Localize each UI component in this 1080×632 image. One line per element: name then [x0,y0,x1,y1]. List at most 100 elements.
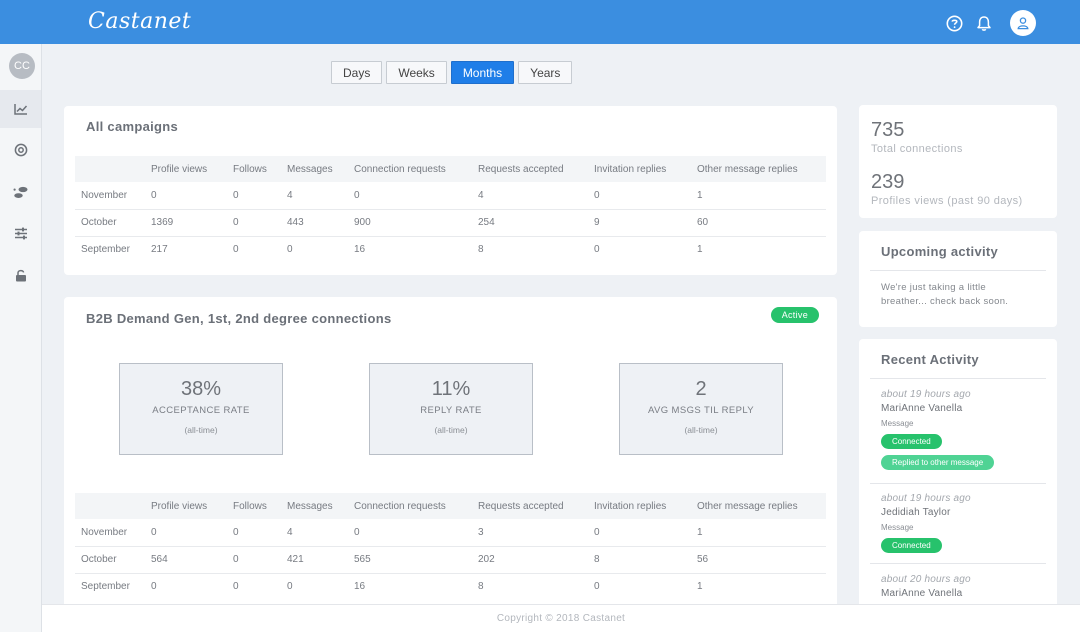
time-range-selector: Days Weeks Months Years [331,61,573,84]
table-cell: 8 [478,244,484,256]
sidebar-item-settings[interactable] [0,214,41,252]
activity-time: about 19 hours ago [881,389,971,400]
column-header: Connection requests [348,156,472,182]
table-cell: 1 [697,244,703,256]
column-header: Follows [227,493,281,519]
table-row: October 564 0 421 565 202 8 56 [75,546,826,574]
footer: Copyright © 2018 Castanet [42,604,1080,632]
activity-type: Message [881,419,914,428]
sidebar-item-security[interactable] [0,256,41,294]
activity-name[interactable]: Jedidiah Taylor [881,507,951,518]
table-cell: 4 [281,519,348,547]
table-cell: 0 [588,519,691,547]
bell-icon[interactable] [974,12,994,34]
table-cell: 0 [227,209,281,237]
range-years-button[interactable]: Years [518,61,573,84]
column-header [75,493,145,519]
divider [870,270,1046,271]
profile-views-value: 239 [871,171,905,193]
connected-pill: Connected [881,434,942,449]
column-header: Follows [227,156,281,182]
chart-icon [13,104,27,115]
activity-item: about 20 hours ago MariAnne Vanella [881,574,971,599]
campaign-card: B2B Demand Gen, 1st, 2nd degree connecti… [64,297,837,604]
table-cell: 0 [233,244,239,256]
table-cell: 1 [691,519,826,547]
table-row: November 0 0 4 0 4 0 1 [75,182,826,210]
activity-name[interactable]: MariAnne Vanella [881,403,963,414]
column-header: Other message replies [691,156,826,182]
user-avatar[interactable] [1010,10,1036,36]
total-connections-value: 735 [871,119,905,141]
table-row: September 0 0 0 16 8 0 1 [75,573,826,600]
month-cell: September [81,581,130,593]
account-avatar[interactable]: CC [9,53,35,79]
metric-label: AVG MSGS TIL REPLY [647,405,755,416]
replied-pill: Replied to other message [881,455,995,470]
activity-item: about 19 hours ago MariAnne Vanella Mess… [881,389,995,470]
help-icon[interactable] [944,12,964,34]
column-header: Messages [281,493,348,519]
column-header: Invitation replies [588,156,691,182]
table-cell: 0 [348,182,472,210]
target-icon [14,143,27,157]
table-cell: 0 [594,581,600,593]
metric-sublabel: (all-time) [434,425,468,435]
total-connections-label: Total connections [871,143,963,155]
table-cell: 0 [348,519,472,547]
status-badge: Active [770,307,819,323]
table-header-row: Profile views Follows Messages Connectio… [75,493,826,519]
column-header: Messages [281,156,348,182]
upcoming-message: We're just taking a little breather... c… [881,282,1009,307]
metric-value: 38% [180,378,222,400]
activity-time: about 19 hours ago [881,493,971,504]
table-cell: 0 [227,546,281,574]
table-cell: 9 [588,209,691,237]
metric-sublabel: (all-time) [684,425,718,435]
metric-value: 11% [431,378,471,400]
footprints-icon [13,186,27,198]
all-campaigns-table: Profile views Follows Messages Connectio… [75,156,826,263]
column-header: Invitation replies [588,493,691,519]
table-cell: 443 [281,209,348,237]
sliders-icon [14,227,27,239]
table-cell: 217 [151,244,168,256]
sidebar-item-analytics[interactable] [0,90,41,128]
sidebar: CC [0,44,42,632]
range-months-button[interactable]: Months [450,61,515,84]
metric-reply-rate: 11% REPLY RATE (all-time) [369,363,533,455]
lock-icon [15,269,26,281]
divider [870,378,1046,379]
upcoming-title: Upcoming activity [881,244,999,259]
table-cell: 1369 [145,209,227,237]
table-cell: 202 [472,546,588,574]
activity-type: Message [881,523,914,532]
table-cell: 8 [478,581,484,593]
top-icons [944,10,1036,36]
sidebar-item-activity[interactable] [0,173,41,211]
table-row: September 217 0 0 16 8 0 1 [75,236,826,263]
table-cell: 0 [287,581,293,593]
app-logo[interactable]: Castanet [88,9,192,34]
recent-activity-card: Recent Activity about 19 hours ago MariA… [859,339,1057,604]
table-cell: 0 [287,244,293,256]
table-cell: 16 [354,581,366,593]
table-cell: 254 [472,209,588,237]
top-bar: Castanet [0,0,1080,44]
table-row: November 0 0 4 0 3 0 1 [75,519,826,547]
activity-name[interactable]: MariAnne Vanella [881,588,963,599]
column-header: Profile views [145,493,227,519]
column-header: Connection requests [348,493,472,519]
table-cell: 4 [472,182,588,210]
campaign-title[interactable]: B2B Demand Gen, 1st, 2nd degree connecti… [86,311,392,326]
table-cell: 0 [151,581,157,593]
table-cell: 3 [472,519,588,547]
table-row: October 1369 0 443 900 254 9 60 [75,209,826,237]
month-cell: October [75,209,145,237]
range-days-button[interactable]: Days [331,61,383,84]
metric-sublabel: (all-time) [184,425,218,435]
table-cell: 0 [594,244,600,256]
table-cell: 565 [348,546,472,574]
range-weeks-button[interactable]: Weeks [386,61,447,84]
sidebar-item-campaigns[interactable] [0,131,41,169]
